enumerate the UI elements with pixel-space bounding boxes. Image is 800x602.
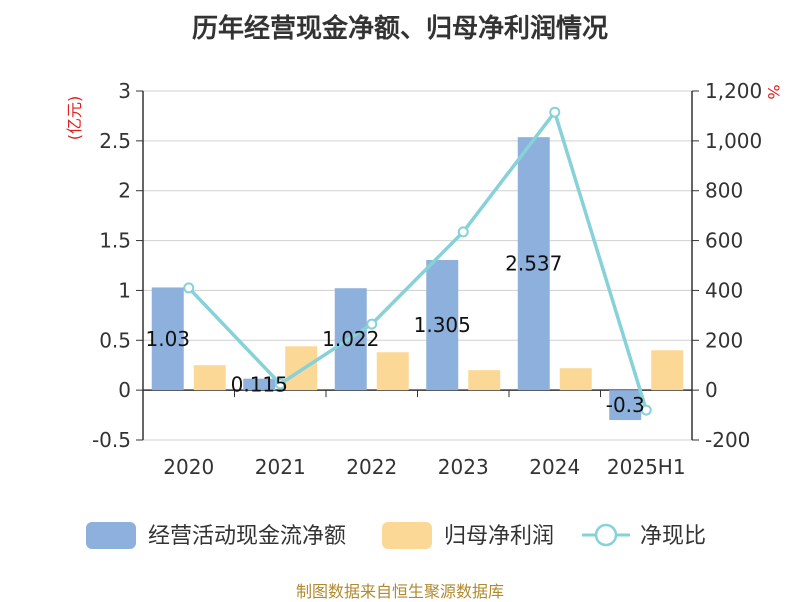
net-cash-ratio-point — [183, 282, 195, 294]
right-axis-tick-label: 1,000 — [705, 129, 762, 153]
x-axis-label: 2024 — [529, 455, 580, 479]
x-axis-label: 2025H1 — [607, 455, 686, 479]
cash-flow-data-label: 1.305 — [414, 313, 471, 337]
x-axis-label: 2021 — [255, 455, 306, 479]
cash-flow-data-label: 0.115 — [231, 372, 288, 396]
right-axis-tick-label: 600 — [705, 229, 743, 253]
net-profit-bar — [559, 368, 592, 391]
cash-flow-bar — [517, 137, 550, 391]
right-axis-tick-label: 0 — [705, 378, 718, 402]
x-axis-label: 2022 — [346, 455, 397, 479]
cash-flow-bar — [243, 378, 276, 391]
net-profit-bar — [468, 370, 501, 391]
left-axis-unit: (亿元) — [65, 96, 84, 141]
net-profit-bar — [376, 352, 409, 391]
right-axis-tick-label: -200 — [705, 428, 750, 452]
net-cash-ratio-line — [187, 110, 648, 411]
right-axis-unit: % — [764, 84, 783, 99]
legend-label-ratio: 净现比 — [640, 524, 706, 549]
right-axis-tick-label: 1,200 — [705, 79, 762, 103]
left-axis-tick-label: 2.5 — [99, 129, 131, 153]
cash-flow-data-label: 1.03 — [145, 327, 190, 351]
left-axis-tick-label: 3 — [118, 79, 131, 103]
left-axis-tick-label: -0.5 — [92, 428, 131, 452]
cash-flow-bar — [426, 260, 459, 391]
x-axis-label: 2023 — [438, 455, 489, 479]
cash-flow-data-label: 1.022 — [322, 327, 379, 351]
source-note: 制图数据来自恒生聚源数据库 — [295, 582, 504, 601]
legend-label-net-profit: 归母净利润 — [444, 524, 554, 549]
net-cash-ratio-point — [640, 404, 652, 416]
net-cash-ratio-point — [549, 106, 561, 118]
cash-flow-data-label: -0.3 — [606, 393, 645, 417]
left-axis-tick-label: 1 — [118, 278, 131, 302]
net-cash-ratio-point — [457, 226, 469, 238]
net-cash-ratio-point — [274, 378, 286, 390]
legend-swatch-cash-flow — [86, 522, 136, 549]
left-axis-tick-label: 0.5 — [99, 328, 131, 352]
right-axis-tick-label: 200 — [705, 328, 743, 352]
left-axis-tick-label: 1.5 — [99, 229, 131, 253]
legend-label-cash-flow: 经营活动现金流净额 — [148, 524, 346, 549]
cash-flow-bar — [609, 390, 642, 421]
x-axis-label: 2020 — [163, 455, 214, 479]
cash-flow-data-label: 2.537 — [505, 252, 562, 276]
net-profit-bar — [651, 350, 684, 391]
legend-swatch-ratio-marker — [594, 523, 618, 547]
right-axis-tick-label: 400 — [705, 278, 743, 302]
right-axis-tick-label: 800 — [705, 179, 743, 203]
net-cash-ratio-point — [366, 318, 378, 330]
left-axis-tick-label: 2 — [118, 179, 131, 203]
net-profit-bar — [193, 365, 226, 391]
left-axis-tick-label: 0 — [118, 378, 131, 402]
legend-swatch-net-profit — [382, 522, 432, 549]
cash-flow-bar — [151, 287, 184, 391]
chart-title: 历年经营现金净额、归母净利润情况 — [191, 14, 608, 44]
